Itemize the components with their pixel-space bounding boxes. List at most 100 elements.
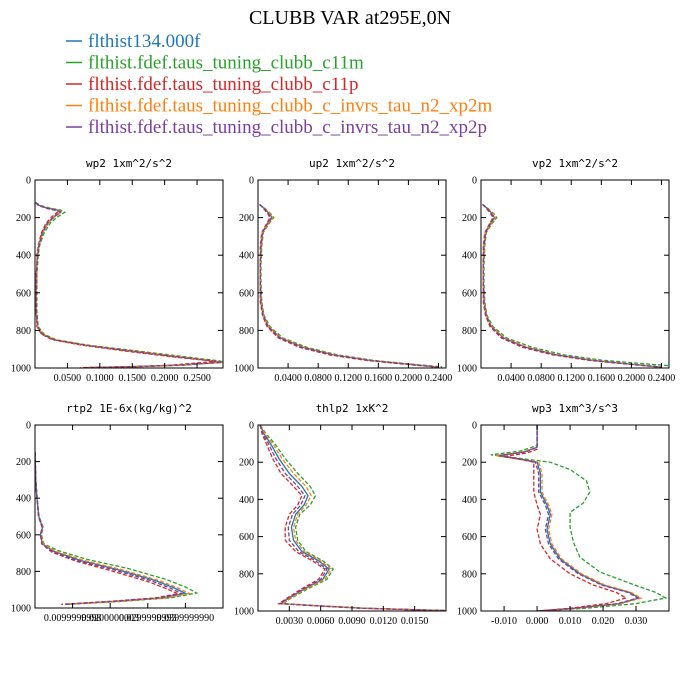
series-line — [259, 425, 446, 611]
series-line — [497, 425, 641, 611]
chart-title: CLUBB VAR at295E,0N — [249, 7, 451, 29]
x-tick-label: 0.1600 — [365, 373, 393, 384]
panel-title: thlp2 1xK^2 — [316, 402, 389, 415]
series-line — [482, 203, 662, 368]
x-tick-label: 0.0150 — [401, 616, 429, 627]
y-tick-label: 0 — [249, 421, 254, 432]
legend: flthist134.000fflthist.fdef.taus_tuning_… — [66, 31, 492, 138]
plot-frame — [480, 179, 670, 369]
y-tick-label: 1000 — [457, 364, 477, 375]
series-line — [35, 202, 217, 368]
x-tick-label: 0.0500 — [54, 373, 82, 384]
y-tick-label: 0 — [26, 176, 31, 187]
x-tick-label: 0.0120 — [370, 616, 398, 627]
x-tick-label: 0.1200 — [334, 373, 362, 384]
series-line — [490, 425, 668, 611]
panel-title: wp2 1xm^2/s^2 — [86, 157, 172, 170]
y-tick-label: 200 — [239, 458, 254, 469]
plot-frame — [34, 424, 224, 609]
series-line — [35, 202, 223, 368]
plot-frame — [257, 424, 447, 612]
plot-frame — [480, 424, 670, 612]
y-tick-label: 800 — [16, 567, 31, 578]
y-tick-label: 400 — [239, 251, 254, 262]
y-tick-label: 600 — [16, 530, 31, 541]
x-tick-label: 0.0800 — [304, 373, 332, 384]
y-tick-label: 1000 — [234, 364, 254, 375]
x-tick-label: 0.1600 — [588, 373, 616, 384]
y-tick-label: 0 — [472, 421, 477, 432]
panel-title: rtp2 1E-6x(kg/kg)^2 — [66, 402, 192, 415]
x-tick-label: 0.2000 — [151, 373, 179, 384]
plot-frame — [257, 179, 447, 369]
series-line — [35, 452, 184, 605]
series-line — [35, 452, 199, 605]
x-tick-label: 0.0299999993 — [119, 613, 177, 624]
y-tick-label: 800 — [239, 569, 254, 580]
x-tick-label: 0.2000 — [618, 373, 646, 384]
y-tick-label: 200 — [16, 457, 31, 468]
x-tick-label: 0.2400 — [648, 373, 676, 384]
panel-title: up2 1xm^2/s^2 — [309, 157, 395, 170]
y-tick-label: 200 — [462, 458, 477, 469]
series-line — [35, 202, 222, 368]
x-tick-label: 0.1200 — [557, 373, 585, 384]
panel: vp2 1xm^2/s^2 0 200 400 600 800 1000 0.0400 0.08… — [457, 157, 675, 384]
plot-area — [35, 202, 223, 368]
y-tick-label: 1000 — [457, 607, 477, 618]
panel: thlp2 1xK^2 0 200 400 600 800 1000 0.0030 0.0060… — [234, 402, 447, 627]
panel-title: vp2 1xm^2/s^2 — [532, 157, 618, 170]
series-line — [259, 425, 446, 611]
y-tick-label: 600 — [462, 288, 477, 299]
y-tick-label: 800 — [239, 326, 254, 337]
x-tick-label: 0.2000 — [395, 373, 423, 384]
plot-area — [35, 452, 199, 605]
series-line — [259, 203, 439, 368]
y-tick-label: 600 — [239, 288, 254, 299]
x-tick-label: 0.030 — [625, 616, 648, 627]
panel: rtp2 1E-6x(kg/kg)^2 0 200 400 600 800 1000 0.00… — [11, 402, 224, 624]
y-tick-label: 200 — [239, 213, 254, 224]
x-tick-label: 0.1000 — [86, 373, 114, 384]
x-tick-label: 0.0200000003 — [81, 613, 139, 624]
series-line — [482, 203, 662, 368]
y-tick-label: 0 — [472, 176, 477, 187]
plot-area — [259, 203, 443, 368]
x-tick-label: 0.0090 — [338, 616, 366, 627]
series-line — [498, 425, 640, 611]
panel: up2 1xm^2/s^2 0 200 400 600 800 1000 0.0400 0.08… — [234, 157, 452, 384]
y-tick-label: 600 — [16, 288, 31, 299]
plot-area — [490, 425, 668, 611]
x-tick-label: 0.1500 — [118, 373, 146, 384]
y-tick-label: 800 — [462, 326, 477, 337]
y-tick-label: 800 — [462, 569, 477, 580]
y-tick-label: 400 — [16, 251, 31, 262]
series-line — [482, 203, 669, 367]
plot-area — [482, 203, 669, 368]
panel: wp2 1xm^2/s^2 0 200 400 600 800 1000 0.0500 0.10… — [11, 157, 224, 384]
x-tick-label: 0.010 — [559, 616, 582, 627]
plot-area — [259, 425, 446, 611]
panel-title: wp3 1xm^3/s^3 — [532, 402, 618, 415]
series-line — [482, 203, 662, 368]
series-line — [482, 203, 662, 368]
legend-label: flthist.fdef.taus_tuning_clubb_c11p — [88, 74, 359, 95]
legend-label: flthist.fdef.taus_tuning_clubb_c_invrs_t… — [88, 96, 492, 117]
y-tick-label: 0 — [249, 176, 254, 187]
series-line — [259, 203, 439, 368]
x-tick-label: 0.2400 — [425, 373, 453, 384]
series-line — [35, 202, 223, 368]
legend-label: flthist.fdef.taus_tuning_clubb_c11m — [88, 53, 364, 74]
legend-label: flthist.fdef.taus_tuning_clubb_c_invrs_t… — [88, 117, 487, 138]
series-line — [259, 203, 439, 368]
y-tick-label: 200 — [16, 213, 31, 224]
x-tick-label: -0.010 — [491, 616, 517, 627]
x-tick-label: 0.0399999990 — [157, 613, 215, 624]
y-tick-label: 400 — [462, 495, 477, 506]
y-tick-label: 1000 — [234, 607, 254, 618]
y-tick-label: 400 — [16, 494, 31, 505]
x-tick-label: 0.0800 — [527, 373, 555, 384]
series-line — [259, 203, 439, 368]
x-tick-label: 0.2500 — [183, 373, 211, 384]
